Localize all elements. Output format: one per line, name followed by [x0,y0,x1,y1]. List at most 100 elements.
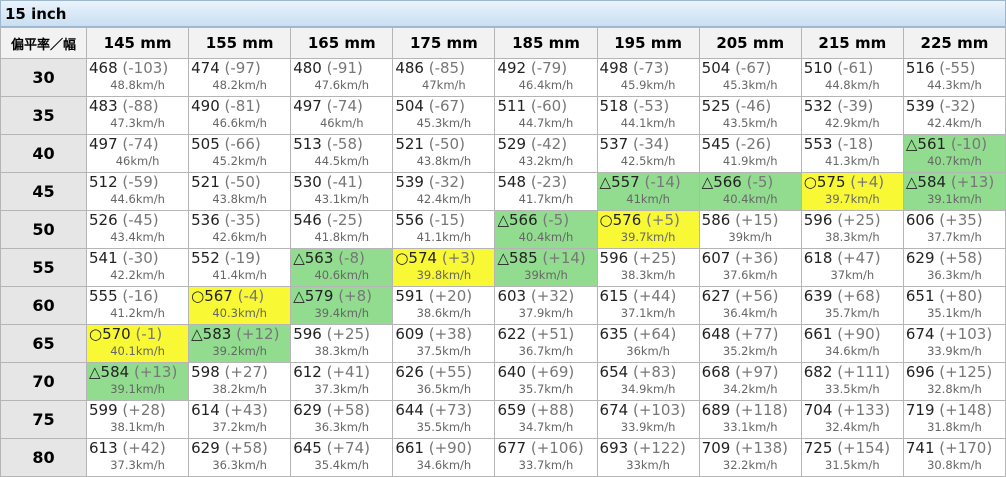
difference: (+38) [428,325,473,343]
table-cell: 635 (+64) 36km/h [596,324,700,363]
cell-main: 615 (+44) [598,287,699,306]
speed: 32.4km/h [825,420,880,434]
table-cell: ○576 (+5) 39.7km/h [596,210,700,249]
speed: 33.7km/h [518,458,574,472]
speed: 39km/h [524,268,568,282]
cell-main: 651 (+80) [904,287,1005,306]
difference: (+118) [735,401,788,419]
circumference: 627 [701,287,731,305]
table-cell: 629 (+58) 36.3km/h [188,438,292,477]
speed: 34.6km/h [416,458,472,472]
difference: (+64) [632,325,677,343]
difference: (+55) [428,363,473,381]
circumference: 584 [100,363,130,381]
table-cell: 480 (-91) 47.6km/h [290,58,394,97]
table-cell: 719 (+148) 31.8km/h [902,400,1006,439]
circumference: 591 [395,287,424,305]
speed: 37km/h [830,268,875,282]
circumference: 563 [304,249,334,267]
speed: 45.3km/h [722,78,778,92]
size-table: 偏平率／幅 145 mm 155 mm 165 mm 175 mm 185 mm 195 … [0,27,1006,477]
circumference: 674 [905,325,935,343]
speed: 43.8km/h [212,192,267,206]
circumference: 639 [803,287,833,305]
difference: (+58) [939,249,983,267]
table-cell: △563 (-8) 40.6km/h [290,248,394,287]
table-cell: 521 (-50) 43.8km/h [392,134,496,173]
cell-main: 599 (+28) [87,401,188,420]
speed: 48.2km/h [212,78,267,92]
table-cell: 539 (-32) 42.4km/h [392,172,496,211]
speed: 46.4km/h [518,78,574,92]
speed: 36.3km/h [927,268,982,282]
difference: (-79) [530,59,568,77]
circumference: 661 [803,325,833,343]
table-row: 70 △584 (+13) 39.1km/h 598 (+27) 38.2km/h 612… [0,362,1006,401]
table-cell: 598 (+27) 38.2km/h [188,362,292,401]
difference: (+103) [939,325,993,343]
difference: (-32) [428,173,465,191]
cell-main: 618 (+47) [802,249,903,268]
table-cell: 548 (-23) 41.7km/h [494,172,598,211]
table-cell: 596 (+25) 38.3km/h [800,210,904,249]
circumference: 480 [293,59,322,77]
cell-main: 591 (+20) [393,287,494,306]
speed: 46km/h [319,116,364,130]
cell-main: 668 (+97) [700,363,801,382]
table-cell: 640 (+69) 35.7km/h [494,362,598,401]
cell-main: ○574 (+3) [393,249,494,268]
cell-main: 497 (-74) [87,135,188,154]
speed: 40.7km/h [927,154,982,168]
difference: (-66) [224,135,261,153]
difference: (+170) [939,439,993,457]
difference: (+47) [837,249,881,267]
table-cell: 591 (+20) 38.6km/h [392,286,496,325]
table-row: 60 555 (-16) 41.2km/h ○567 (-4) 40.3km/h △579… [0,286,1006,325]
cell-main: 474 (-97) [189,59,290,78]
cell-main: 696 (+125) [904,363,1005,382]
difference: (-103) [122,59,169,77]
cell-main: 654 (+83) [598,363,699,382]
difference: (+103) [632,401,686,419]
speed: 45.9km/h [620,78,676,92]
difference: (+14) [542,249,586,267]
table-cell: 682 (+111) 33.5km/h [800,362,904,401]
circumference: 659 [497,401,527,419]
circumference: 585 [508,249,538,267]
match-mark: ○ [191,287,205,305]
speed: 37.6km/h [722,268,778,282]
cell-main: 645 (+74) [291,439,392,458]
circumference: 532 [803,97,833,115]
difference: (-59) [122,173,159,191]
speed: 35.2km/h [722,344,778,358]
table-row: 35 483 (-88) 47.3km/h 490 (-81) 46.6km/h 497 … [0,96,1006,135]
difference: (+27) [224,363,268,381]
speed: 30.8km/h [927,458,982,472]
table-cell: 615 (+44) 37.1km/h [596,286,700,325]
match-mark: △ [89,363,101,381]
difference: (-73) [632,59,670,77]
table-cell: 510 (-61) 44.8km/h [800,58,904,97]
column-header: 185 mm [494,27,598,59]
speed: 47.3km/h [110,116,165,130]
difference: (-74) [326,97,363,115]
speed: 44.5km/h [314,154,370,168]
difference: (-8) [338,249,365,267]
cell-main: 659 (+88) [495,401,596,420]
table-body: 30 468 (-103) 48.8km/h 474 (-97) 48.2km/h 480… [0,58,1006,477]
cell-main: 510 (-61) [802,59,903,78]
table-cell: 497 (-74) 46km/h [290,96,394,135]
table-cell: 492 (-79) 46.4km/h [494,58,598,97]
table-cell: 629 (+58) 36.3km/h [290,400,394,439]
circumference: 576 [612,211,642,229]
speed: 35.1km/h [927,306,982,320]
speed: 44.3km/h [927,78,982,92]
table-cell: 693 (+122) 33km/h [596,438,700,477]
speed: 44.6km/h [110,192,165,206]
speed: 39.2km/h [212,344,267,358]
difference: (-35) [224,211,261,229]
circumference: 521 [191,173,220,191]
circumference: 516 [905,59,935,77]
speed: 33km/h [626,458,670,472]
circumference: 525 [701,97,731,115]
